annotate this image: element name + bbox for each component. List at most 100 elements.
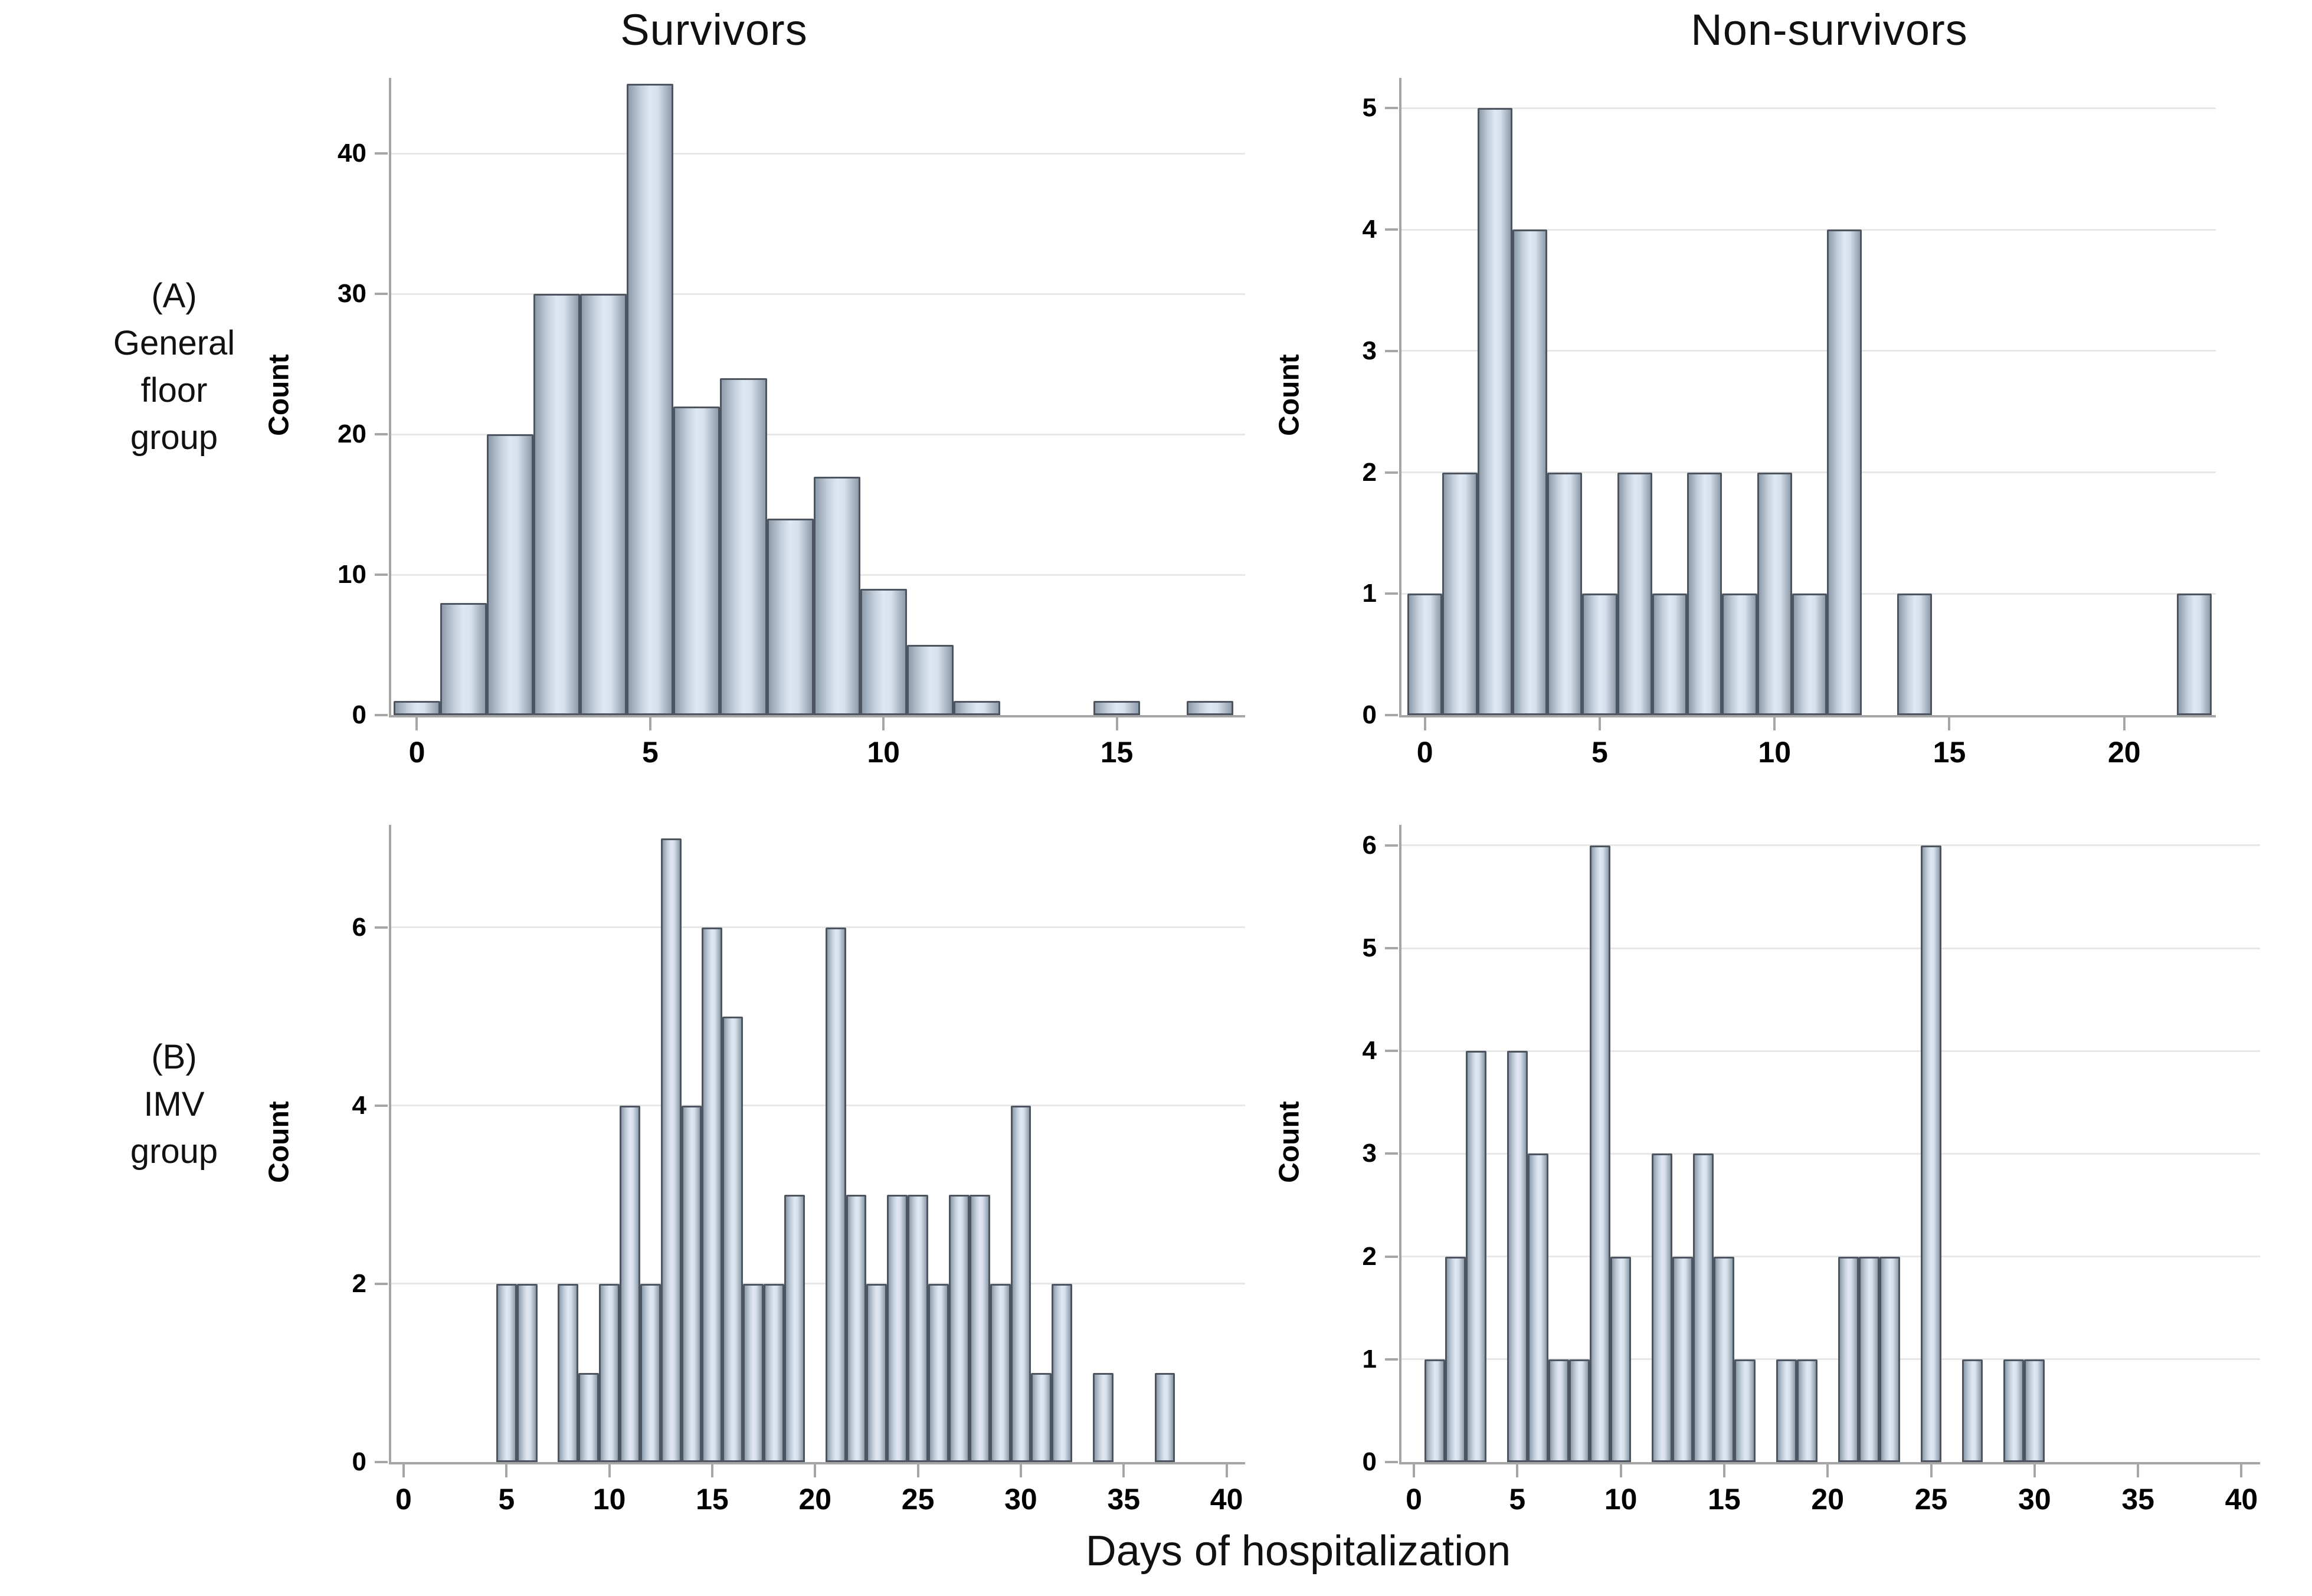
histogram-bar (1093, 701, 1141, 715)
y-tick (1385, 471, 1398, 474)
x-tick-label: 30 (1004, 1483, 1037, 1516)
histogram-bar (1548, 1359, 1569, 1462)
y-tick (375, 433, 388, 436)
x-tick (1225, 1464, 1228, 1477)
histogram-bar (720, 378, 767, 715)
x-tick (1115, 717, 1118, 730)
histogram-bar (1610, 1256, 1632, 1462)
histogram-bar (928, 1283, 949, 1462)
y-tick-label: 4 (1362, 215, 1377, 244)
gridline (1401, 1256, 2260, 1258)
y-tick-label: 1 (1362, 1344, 1377, 1374)
x-tick-label: 0 (395, 1483, 412, 1516)
gridline (391, 433, 1245, 435)
x-tick-label: 40 (2225, 1483, 2258, 1516)
x-tick (1930, 1464, 1933, 1477)
y-axis-title: Count (1273, 1101, 1305, 1183)
histogram-bar (1442, 472, 1478, 715)
row-label-line: group (130, 1132, 218, 1171)
histogram-bar (1617, 472, 1652, 715)
x-axis-line (389, 715, 1245, 717)
histogram-bar (1407, 594, 1443, 715)
row-label-line: (A) (151, 277, 197, 315)
histogram-bar (1838, 1256, 1859, 1462)
gridline (391, 1105, 1245, 1107)
histogram-bar (660, 838, 682, 1462)
x-tick-label: 5 (641, 736, 659, 769)
histogram-bar (1792, 594, 1828, 715)
histogram-bar (1921, 845, 1942, 1462)
gridline (1401, 844, 2260, 847)
histogram-bar (906, 645, 954, 715)
histogram-bar (599, 1283, 620, 1462)
x-tick-label: 30 (2018, 1483, 2051, 1516)
x-tick (1826, 1464, 1829, 1477)
x-tick (608, 1464, 611, 1477)
gridline (1401, 1050, 2260, 1052)
x-axis-label: Days of hospitalization (1085, 1528, 1511, 1575)
x-tick-label: 15 (1933, 736, 1966, 769)
x-tick (2137, 1464, 2140, 1477)
histogram-bar (825, 927, 846, 1462)
x-axis-line (1399, 715, 2216, 717)
histogram-bar (1010, 1105, 1031, 1462)
x-tick (710, 1464, 713, 1477)
histogram-bar (1582, 594, 1617, 715)
gridline (1401, 228, 2216, 231)
x-tick-label: 20 (798, 1483, 832, 1516)
x-tick-label: 5 (1591, 736, 1608, 769)
histogram-bar (1714, 1256, 1735, 1462)
y-tick-label: 5 (1362, 93, 1377, 123)
x-tick (2033, 1464, 2036, 1477)
histogram-bar (1512, 230, 1548, 715)
gridline (391, 1283, 1245, 1285)
plot-area: 0 1 2 3 4 5 0 5 10 15 20 Count (1274, 78, 2216, 769)
y-tick (1385, 592, 1398, 595)
histogram-bar (533, 294, 581, 715)
histogram-bar (496, 1283, 517, 1462)
histogram-bar (1687, 472, 1722, 715)
x-tick (916, 1464, 919, 1477)
histogram-bar (681, 1105, 702, 1462)
gridline (1401, 1358, 2260, 1361)
histogram-bar (767, 518, 814, 715)
x-tick-label: 0 (1416, 736, 1433, 769)
y-tick-label: 0 (352, 1447, 366, 1476)
x-tick-label: 10 (1758, 736, 1792, 769)
x-tick (1423, 717, 1426, 730)
row-label-line: IMV (143, 1085, 205, 1123)
histogram-bar (887, 1194, 908, 1462)
gridline (1401, 350, 2216, 352)
histogram-bar (673, 406, 721, 715)
plot-area: 0 2 4 6 0 5 10 15 20 25 30 35 40 Count (264, 825, 1245, 1516)
histogram-bar (1547, 472, 1583, 715)
row-label-general-floor-group: (A) General floor group (30, 273, 319, 461)
y-axis-line (389, 78, 391, 717)
y-tick (375, 152, 388, 155)
histogram-bar (1052, 1283, 1073, 1462)
y-axis-line (1399, 78, 1401, 717)
histogram-bar (990, 1283, 1011, 1462)
histogram-bar (953, 701, 1000, 715)
x-tick (814, 1464, 817, 1477)
y-tick-label: 5 (1362, 933, 1377, 963)
y-tick (375, 573, 388, 576)
histogram-bar (1827, 230, 1862, 715)
histogram-bar (1465, 1051, 1486, 1462)
histogram-bar (1187, 701, 1234, 715)
x-axis-line (389, 1462, 1245, 1464)
y-tick-label: 0 (1362, 1447, 1377, 1476)
gridline (1401, 947, 2260, 949)
histogram-bar (2024, 1359, 2045, 1462)
histogram-bar (516, 1283, 538, 1462)
histogram-bar (1858, 1256, 1879, 1462)
y-tick (1385, 1358, 1398, 1361)
histogram-bar (743, 1283, 764, 1462)
histogram-bar (487, 434, 534, 715)
gridline (391, 152, 1245, 155)
y-tick (375, 293, 388, 296)
row-label-line: General (113, 324, 235, 362)
y-tick-label: 6 (352, 912, 366, 942)
x-tick (1019, 1464, 1022, 1477)
histogram-bar (813, 476, 860, 715)
